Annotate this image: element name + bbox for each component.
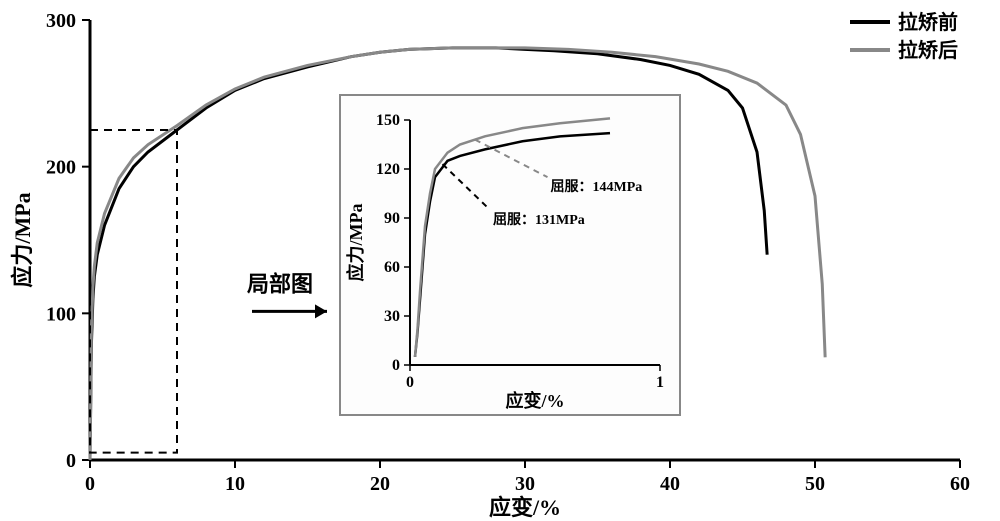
svg-text:0: 0 bbox=[85, 473, 95, 495]
yield-annotation: 屈服：144MPa bbox=[551, 179, 643, 195]
svg-text:1: 1 bbox=[656, 374, 664, 391]
svg-text:50: 50 bbox=[805, 473, 825, 495]
svg-text:0: 0 bbox=[392, 357, 400, 374]
svg-text:30: 30 bbox=[515, 473, 535, 495]
svg-text:20: 20 bbox=[370, 473, 390, 495]
svg-text:应力/MPa: 应力/MPa bbox=[345, 204, 366, 282]
svg-text:90: 90 bbox=[384, 210, 400, 227]
svg-text:应力/MPa: 应力/MPa bbox=[10, 192, 35, 287]
svg-text:120: 120 bbox=[376, 161, 400, 178]
svg-text:100: 100 bbox=[46, 303, 76, 325]
yield-annotation: 屈服：131MPa bbox=[493, 212, 585, 228]
svg-text:10: 10 bbox=[225, 473, 245, 495]
svg-text:60: 60 bbox=[384, 259, 400, 276]
svg-text:300: 300 bbox=[46, 10, 76, 32]
svg-text:0: 0 bbox=[406, 374, 414, 391]
svg-text:30: 30 bbox=[384, 308, 400, 325]
legend-label: 拉矫前 bbox=[898, 10, 958, 34]
svg-text:150: 150 bbox=[376, 112, 400, 129]
svg-text:40: 40 bbox=[660, 473, 680, 495]
legend-label: 拉矫后 bbox=[898, 38, 958, 62]
svg-text:应变/%: 应变/% bbox=[505, 390, 564, 411]
stress-strain-chart: 01020304050600100200300应变/%应力/MPa局部图0103… bbox=[0, 0, 1000, 521]
zoom-region-box bbox=[90, 130, 177, 453]
svg-text:60: 60 bbox=[950, 473, 970, 495]
svg-text:0: 0 bbox=[66, 450, 76, 472]
zoom-label: 局部图 bbox=[247, 271, 313, 296]
svg-text:200: 200 bbox=[46, 157, 76, 179]
svg-text:应变/%: 应变/% bbox=[489, 495, 561, 520]
